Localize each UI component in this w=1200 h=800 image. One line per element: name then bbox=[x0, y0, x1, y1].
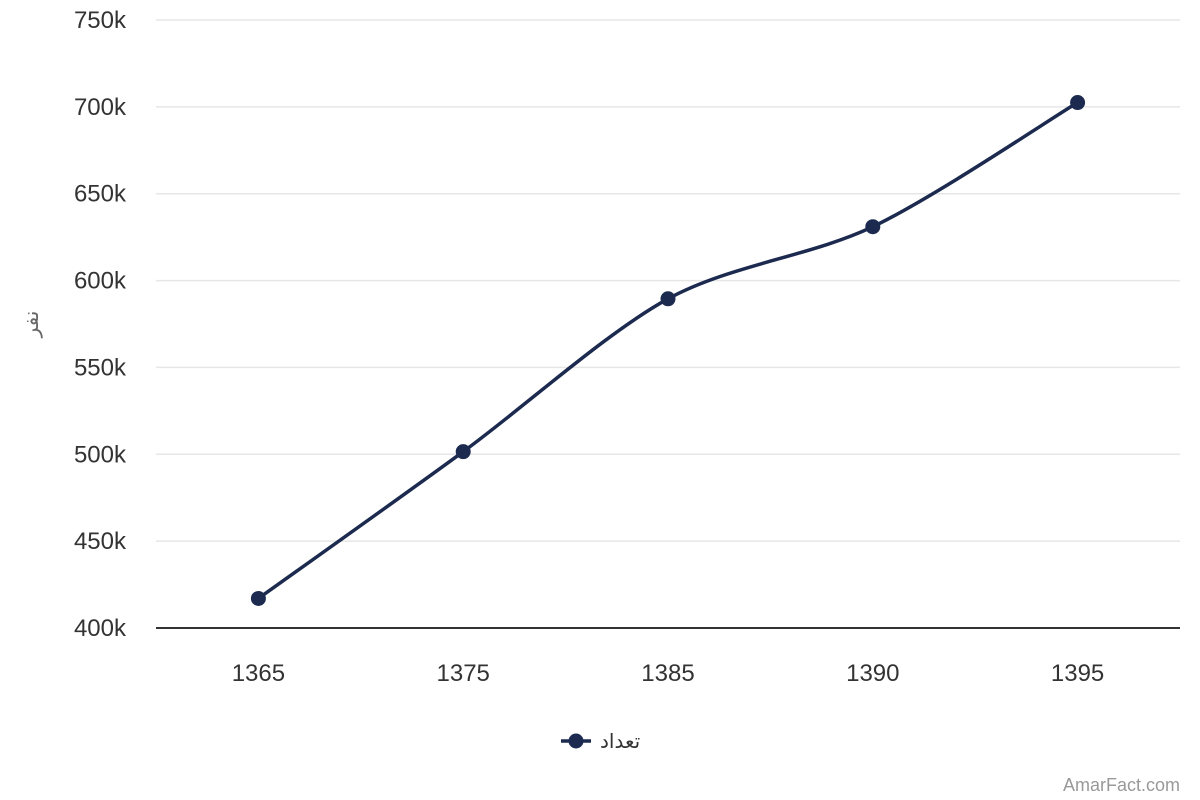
x-tick-label: 1395 bbox=[1051, 660, 1104, 687]
y-gridlines bbox=[156, 19, 1180, 542]
data-point[interactable] bbox=[1070, 95, 1086, 111]
y-axis-title: نفر bbox=[19, 311, 43, 339]
legend-series-label: تعداد bbox=[600, 729, 640, 753]
data-point[interactable] bbox=[865, 219, 881, 235]
series-layer bbox=[250, 95, 1086, 606]
x-tick-label: 1375 bbox=[437, 660, 490, 687]
y-tick-label: 400k bbox=[74, 615, 127, 642]
data-point[interactable] bbox=[660, 291, 676, 307]
data-point[interactable] bbox=[455, 444, 471, 460]
legend[interactable]: تعداد bbox=[561, 729, 640, 753]
y-tick-label: 650k bbox=[74, 181, 127, 208]
x-tick-label: 1385 bbox=[641, 660, 694, 687]
y-axis-tick-labels: 400k 450k 500k 550k 600k 650k 700k 750k bbox=[74, 7, 127, 642]
data-point[interactable] bbox=[250, 590, 266, 606]
y-tick-label: 450k bbox=[74, 528, 127, 555]
y-tick-label: 700k bbox=[74, 94, 127, 121]
y-tick-label: 750k bbox=[74, 7, 127, 34]
x-axis-tick-labels: 1365 1375 1385 1390 1395 bbox=[232, 660, 1105, 687]
y-tick-label: 600k bbox=[74, 268, 127, 295]
x-tick-label: 1365 bbox=[232, 660, 285, 687]
x-tick-label: 1390 bbox=[846, 660, 899, 687]
y-tick-label: 500k bbox=[74, 441, 127, 468]
credit-link[interactable]: AmarFact.com bbox=[1063, 775, 1180, 795]
legend-marker-icon bbox=[568, 733, 584, 749]
y-tick-label: 550k bbox=[74, 354, 127, 381]
